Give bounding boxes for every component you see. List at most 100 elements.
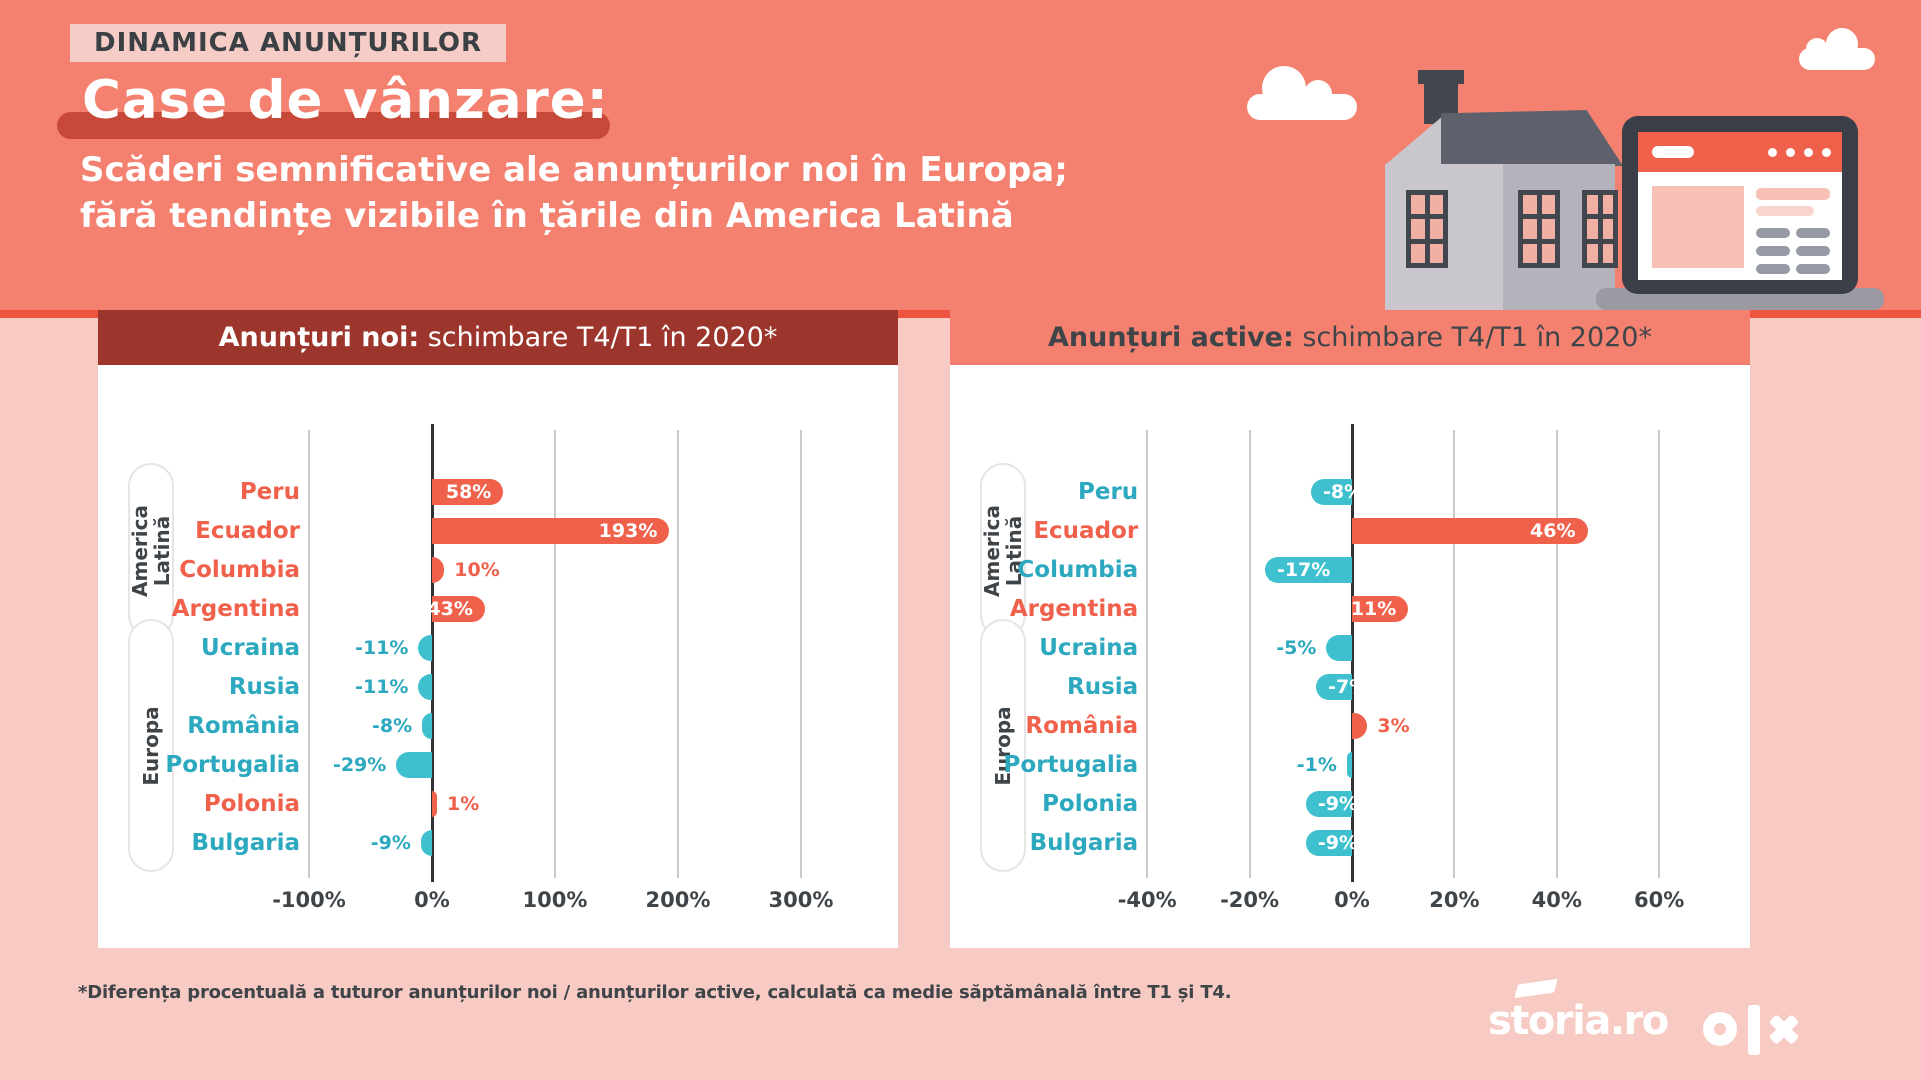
laptop-dot: [1768, 148, 1777, 157]
laptop-text-line: [1756, 188, 1830, 200]
chart-title-bold: Anunțuri active:: [1048, 322, 1294, 353]
zero-axis: [430, 424, 434, 882]
cloud-lobe: [1262, 66, 1306, 110]
axis-tick-label: -40%: [1117, 888, 1177, 912]
chart-card-active-listings: Anunțuri active: schimbare T4/T1 în 2020…: [950, 310, 1750, 948]
olx-o-icon: [1703, 1012, 1737, 1046]
laptop-dot: [1786, 148, 1795, 157]
bar-bulgaria: [420, 830, 432, 856]
bar-value-label: -8%: [1323, 481, 1364, 503]
gridline: [1146, 430, 1149, 878]
bar-value-label: -8%: [372, 715, 413, 737]
bar-argentina: [1352, 596, 1409, 622]
bar-ecuador: [1352, 518, 1588, 544]
bar-rusia: [1316, 674, 1352, 700]
country-label: Polonia: [203, 791, 300, 817]
bar-value-label: 11%: [1350, 598, 1397, 620]
laptop-text-line: [1796, 246, 1830, 256]
country-label: Argentina: [171, 596, 300, 622]
bar-portugalia: [1346, 752, 1352, 778]
bar-bulgaria: [1305, 830, 1352, 856]
page-subtitle-line2: fără tendințe vizibile în țările din Ame…: [80, 196, 1014, 236]
cloud-lobe: [1806, 38, 1828, 60]
country-label: Rusia: [1067, 674, 1139, 700]
country-label: Columbia: [1017, 557, 1139, 583]
bar-românia: [1352, 713, 1368, 739]
laptop-listing-photo: [1652, 186, 1744, 268]
country-label: Bulgaria: [191, 830, 300, 856]
laptop-browser-bar: [1638, 132, 1842, 172]
top-banner: DINAMICA ANUNȚURILOR Case de vânzare: Sc…: [0, 0, 1921, 310]
chart-header-new-listings: Anunțuri noi: schimbare T4/T1 în 2020*: [98, 310, 898, 365]
country-label: România: [1025, 713, 1139, 739]
laptop-url-pill: [1652, 146, 1694, 158]
country-label: Portugalia: [165, 752, 300, 778]
bar-value-label: -9%: [1317, 832, 1359, 854]
bar-polonia: [432, 791, 437, 817]
laptop-text-line: [1756, 264, 1790, 274]
bar-columbia: [432, 557, 445, 583]
laptop-text-line: [1796, 228, 1830, 238]
axis-tick-label: 60%: [1634, 888, 1685, 912]
cloud-lobe: [1304, 80, 1332, 108]
house-window: [1518, 190, 1560, 268]
country-label: Columbia: [179, 557, 300, 583]
bar-peru: [432, 479, 504, 505]
bar-value-label: -29%: [332, 754, 387, 776]
bar-polonia: [1305, 791, 1352, 817]
gridline: [308, 430, 310, 878]
bar-ucraina: [1326, 635, 1352, 661]
house-window: [1582, 190, 1618, 268]
laptop-text-line: [1796, 264, 1830, 274]
country-label: România: [187, 713, 300, 739]
axis-tick-label: -100%: [272, 888, 346, 912]
page-title: Case de vânzare:: [82, 70, 609, 131]
footnote: *Diferența procentuală a tuturor anunțur…: [78, 982, 1232, 1003]
bar-ecuador: [432, 518, 670, 544]
laptop-dot: [1804, 148, 1813, 157]
bar-value-label: -17%: [1276, 559, 1331, 581]
house-window: [1406, 190, 1448, 268]
country-label: Peru: [239, 479, 300, 505]
chart-header-active-listings: Anunțuri active: schimbare T4/T1 în 2020…: [950, 310, 1750, 365]
olx-bar-icon: [1748, 1005, 1760, 1055]
axis-tick-label: 200%: [645, 888, 711, 912]
page-subtitle: Scăderi semnificative ale anunțurilor no…: [80, 147, 1068, 239]
axis-tick-label: 20%: [1429, 888, 1480, 912]
axis-tick-label: 40%: [1531, 888, 1582, 912]
bar-value-label: -11%: [355, 676, 409, 698]
gridline: [1555, 430, 1558, 878]
axis-tick-label: 0%: [1334, 888, 1370, 912]
laptop-text-line: [1756, 206, 1814, 216]
axis-tick-label: 0%: [414, 888, 450, 912]
axis-tick-label: -20%: [1220, 888, 1280, 912]
country-label: Peru: [1078, 479, 1139, 505]
bar-value-label: -9%: [1317, 793, 1359, 815]
chart-card-new-listings: Anunțuri noi: schimbare T4/T1 în 2020* -…: [98, 310, 898, 948]
laptop-text-line: [1756, 246, 1790, 256]
bar-value-label: 10%: [454, 559, 500, 581]
country-label: Argentina: [1009, 596, 1139, 622]
bar-value-label: 1%: [447, 793, 480, 815]
country-label: Ucraina: [1039, 635, 1139, 661]
bar-peru: [1311, 479, 1352, 505]
bar-value-label: 43%: [427, 598, 473, 620]
bar-value-label: 58%: [445, 481, 492, 503]
bar-value-label: -11%: [355, 637, 409, 659]
country-label: Bulgaria: [1029, 830, 1139, 856]
axis-tick-label: 100%: [522, 888, 588, 912]
bar-value-label: -5%: [1276, 637, 1317, 659]
gridline: [1658, 430, 1661, 878]
bar-value-label: -7%: [1328, 676, 1369, 698]
storia-roof-icon: [1514, 978, 1558, 999]
chart-plot-new-listings: -100% 0% 100% 200% 300% America Latină Europa Pe…: [98, 310, 898, 948]
kicker-badge: DINAMICA ANUNȚURILOR: [70, 24, 506, 62]
country-label: Rusia: [228, 674, 300, 700]
gridline: [554, 430, 556, 878]
laptop-screen: [1638, 132, 1842, 280]
title-underline: [57, 112, 610, 139]
olx-x-icon: [1768, 1013, 1800, 1045]
bar-românia: [422, 713, 432, 739]
bar-ucraina: [418, 635, 432, 661]
bar-columbia: [1264, 557, 1352, 583]
